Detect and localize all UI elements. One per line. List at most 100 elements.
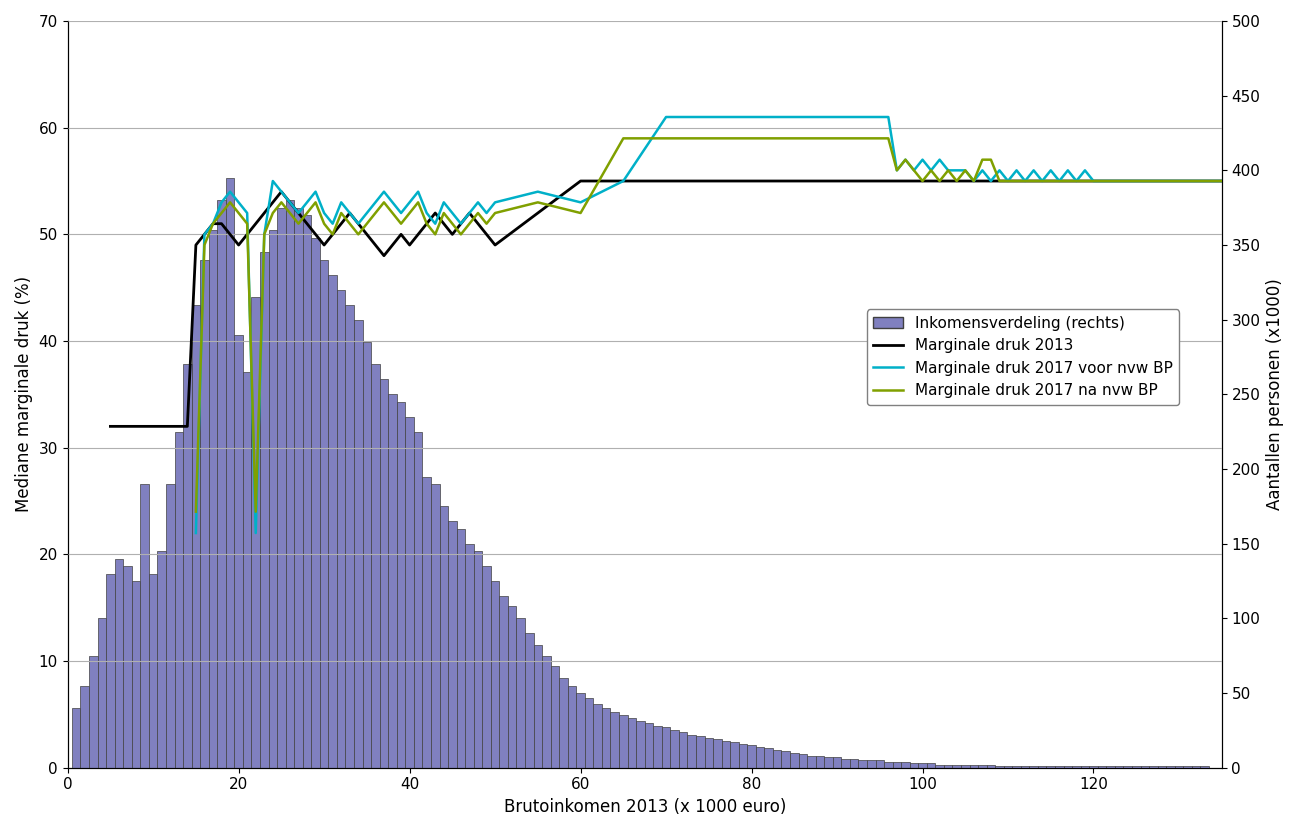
Bar [679, 732, 687, 768]
Bar [123, 566, 131, 768]
Y-axis label: Mediane marginale druk (%): Mediane marginale druk (%) [16, 276, 32, 513]
Bar [1004, 766, 1012, 768]
Bar [405, 417, 414, 768]
Bar [431, 484, 439, 768]
Bar [243, 372, 252, 768]
Bar [379, 380, 388, 768]
Bar [926, 763, 935, 768]
Bar [269, 230, 277, 768]
Bar [277, 208, 286, 768]
Bar [329, 275, 336, 768]
Bar [372, 365, 379, 768]
Bar [166, 484, 174, 768]
Bar [620, 715, 627, 768]
Bar [687, 735, 696, 768]
Bar [1191, 766, 1200, 768]
Bar [799, 755, 807, 768]
Bar [90, 656, 97, 768]
Bar [1081, 766, 1090, 768]
Bar [422, 476, 431, 768]
Bar [1131, 766, 1141, 768]
Bar [183, 365, 192, 768]
Bar [833, 757, 842, 768]
Bar [414, 431, 422, 768]
Bar [842, 759, 850, 768]
X-axis label: Brutoinkomen 2013 (x 1000 euro): Brutoinkomen 2013 (x 1000 euro) [504, 798, 786, 816]
Bar [601, 708, 611, 768]
Bar [885, 762, 892, 768]
Bar [902, 762, 909, 768]
Bar [303, 215, 312, 768]
Bar [209, 230, 217, 768]
Bar [81, 686, 90, 768]
Bar [107, 573, 114, 768]
Bar [97, 618, 107, 768]
Bar [551, 666, 559, 768]
Bar [739, 744, 747, 768]
Bar [670, 730, 679, 768]
Bar [961, 765, 969, 768]
Bar [782, 751, 790, 768]
Bar [807, 755, 816, 768]
Legend: Inkomensverdeling (rechts), Marginale druk 2013, Marginale druk 2017 voor nvw BP: Inkomensverdeling (rechts), Marginale dr… [866, 309, 1179, 405]
Bar [388, 395, 396, 768]
Bar [465, 543, 474, 768]
Bar [1124, 766, 1131, 768]
Bar [892, 762, 902, 768]
Bar [918, 763, 926, 768]
Bar [713, 740, 722, 768]
Bar [644, 723, 653, 768]
Bar [866, 760, 876, 768]
Bar [859, 760, 866, 768]
Bar [355, 320, 362, 768]
Bar [1038, 766, 1047, 768]
Bar [508, 607, 517, 768]
Bar [157, 551, 166, 768]
Bar [457, 529, 465, 768]
Bar [131, 581, 140, 768]
Bar [653, 726, 661, 768]
Bar [568, 686, 577, 768]
Bar [346, 305, 355, 768]
Bar [260, 253, 269, 768]
Bar [525, 633, 534, 768]
Bar [439, 506, 448, 768]
Bar [944, 765, 952, 768]
Bar [696, 736, 704, 768]
Bar [1021, 766, 1029, 768]
Y-axis label: Aantallen personen (x1000): Aantallen personen (x1000) [1267, 278, 1283, 510]
Bar [559, 678, 568, 768]
Bar [1167, 766, 1174, 768]
Bar [234, 335, 243, 768]
Bar [627, 719, 637, 768]
Bar [704, 738, 713, 768]
Bar [226, 178, 234, 768]
Bar [876, 760, 885, 768]
Bar [637, 721, 644, 768]
Bar [577, 693, 585, 768]
Bar [611, 712, 620, 768]
Bar [1090, 766, 1098, 768]
Bar [149, 573, 157, 768]
Bar [722, 741, 730, 768]
Bar [773, 750, 782, 768]
Bar [790, 753, 799, 768]
Bar [824, 757, 833, 768]
Bar [542, 656, 551, 768]
Bar [174, 431, 183, 768]
Bar [1107, 766, 1115, 768]
Bar [286, 200, 294, 768]
Bar [140, 484, 149, 768]
Bar [909, 763, 918, 768]
Bar [730, 742, 739, 768]
Bar [1072, 766, 1081, 768]
Bar [756, 747, 764, 768]
Bar [336, 290, 346, 768]
Bar [585, 697, 594, 768]
Bar [320, 260, 329, 768]
Bar [217, 200, 226, 768]
Bar [661, 727, 670, 768]
Bar [396, 402, 405, 768]
Bar [1064, 766, 1072, 768]
Bar [448, 521, 457, 768]
